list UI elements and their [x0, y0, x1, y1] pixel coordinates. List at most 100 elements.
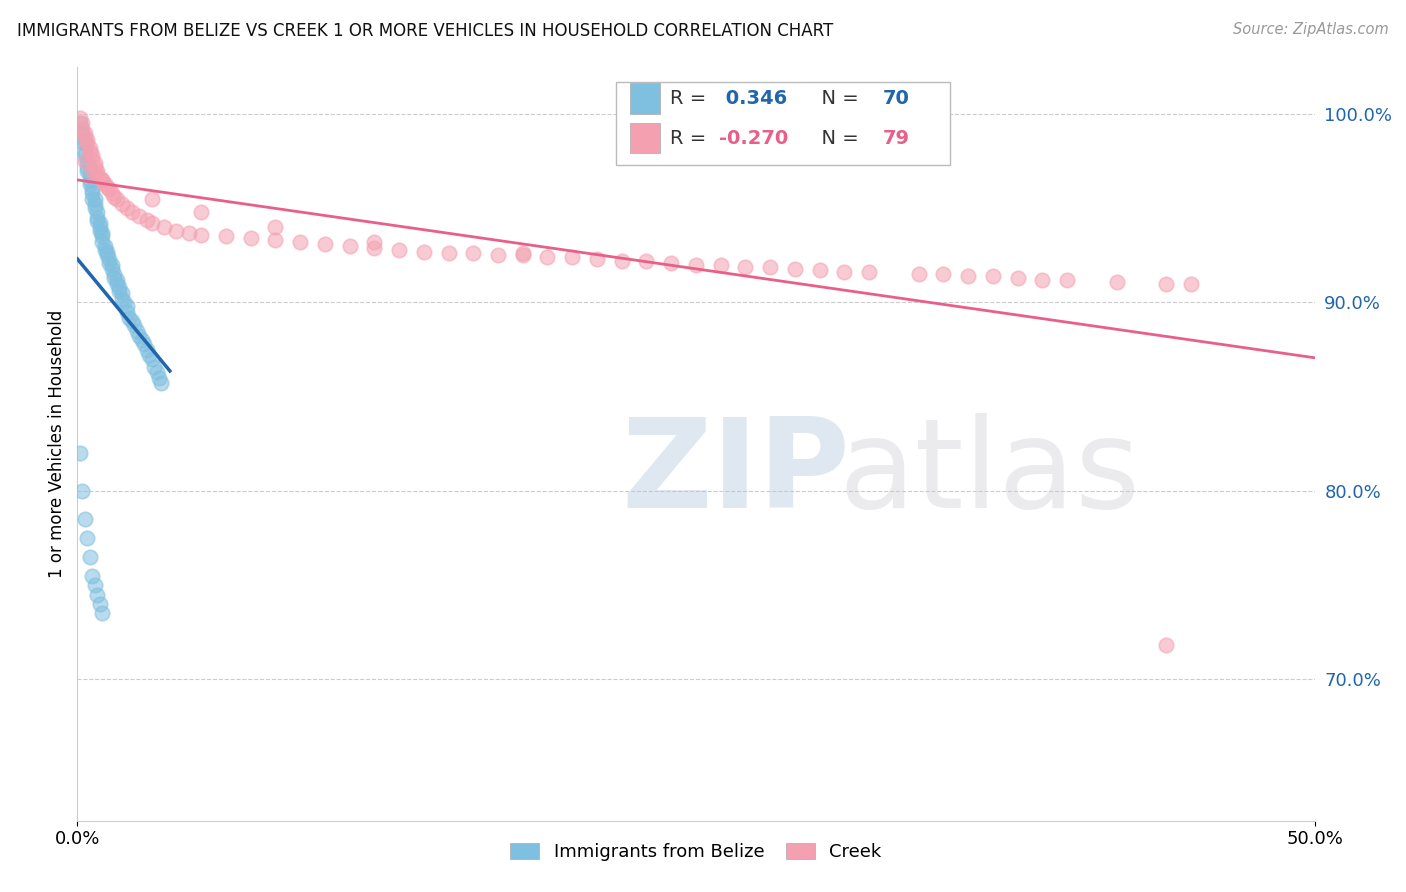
Point — [82, 568, 104, 582]
Point — [73, 148, 96, 162]
Point — [659, 256, 682, 270]
Point — [83, 160, 105, 174]
Text: ZIPatlas: ZIPatlas — [621, 413, 1116, 534]
Point — [512, 248, 534, 262]
Point — [69, 446, 91, 460]
Point — [128, 329, 150, 343]
Point — [512, 246, 534, 260]
Point — [112, 295, 135, 310]
Point — [636, 254, 658, 268]
Point — [314, 237, 336, 252]
Point — [1031, 273, 1053, 287]
Point — [734, 260, 756, 274]
Point — [89, 216, 111, 230]
Point — [82, 192, 104, 206]
Point — [72, 483, 94, 498]
Point — [82, 153, 104, 167]
Text: 79: 79 — [883, 128, 910, 148]
Point — [190, 205, 212, 219]
Point — [72, 135, 94, 149]
Point — [76, 531, 98, 545]
Point — [685, 258, 707, 272]
Text: Source: ZipAtlas.com: Source: ZipAtlas.com — [1233, 22, 1389, 37]
Point — [138, 348, 160, 362]
Point — [145, 365, 167, 379]
Point — [98, 182, 121, 196]
Point — [69, 116, 91, 130]
FancyBboxPatch shape — [630, 84, 659, 113]
Point — [858, 265, 880, 279]
Point — [1154, 639, 1177, 653]
Point — [111, 292, 134, 306]
Point — [73, 129, 96, 144]
Point — [165, 224, 187, 238]
Point — [76, 137, 98, 152]
Point — [76, 160, 98, 174]
Legend: Immigrants from Belize, Creek: Immigrants from Belize, Creek — [503, 836, 889, 868]
Point — [957, 268, 980, 283]
Point — [134, 337, 156, 351]
Point — [783, 261, 806, 276]
Point — [264, 233, 287, 247]
Point — [79, 167, 101, 181]
Point — [437, 246, 460, 260]
Point — [76, 163, 98, 178]
Point — [177, 226, 200, 240]
Text: 70: 70 — [883, 89, 910, 108]
Point — [73, 512, 96, 526]
Point — [486, 248, 509, 262]
Point — [79, 177, 101, 191]
Point — [141, 192, 163, 206]
Point — [932, 267, 955, 281]
Point — [91, 229, 114, 244]
Point — [981, 268, 1004, 283]
Point — [83, 156, 105, 170]
Point — [89, 171, 111, 186]
Point — [141, 216, 163, 230]
Point — [79, 145, 101, 159]
Point — [288, 235, 311, 249]
Point — [131, 333, 153, 347]
Point — [83, 578, 105, 592]
Point — [190, 227, 212, 242]
Point — [907, 267, 929, 281]
Point — [363, 241, 385, 255]
Text: ZIP: ZIP — [621, 413, 851, 534]
Point — [103, 267, 125, 281]
Point — [363, 235, 385, 249]
Point — [128, 209, 150, 223]
Point — [103, 271, 125, 285]
Point — [412, 244, 434, 259]
Point — [1056, 273, 1078, 287]
Point — [96, 244, 118, 259]
Point — [141, 351, 163, 366]
Point — [93, 243, 115, 257]
Text: R =: R = — [671, 89, 713, 108]
Point — [610, 254, 633, 268]
Point — [79, 173, 101, 187]
Point — [89, 597, 111, 611]
Point — [115, 305, 138, 319]
FancyBboxPatch shape — [630, 123, 659, 153]
Point — [91, 607, 114, 621]
Point — [121, 205, 143, 219]
Point — [150, 376, 173, 391]
Point — [148, 371, 170, 385]
Point — [105, 192, 128, 206]
Text: R =: R = — [671, 128, 713, 148]
Point — [83, 201, 105, 215]
Point — [153, 220, 176, 235]
Point — [108, 284, 131, 298]
Point — [463, 246, 485, 260]
Point — [79, 549, 101, 564]
Point — [115, 201, 138, 215]
Point — [91, 235, 114, 249]
Point — [586, 252, 609, 266]
Point — [108, 280, 131, 294]
Text: N =: N = — [808, 128, 865, 148]
Point — [710, 258, 733, 272]
Point — [111, 285, 134, 300]
Point — [82, 182, 104, 196]
Point — [1180, 277, 1202, 291]
Text: 0.346: 0.346 — [720, 89, 787, 108]
